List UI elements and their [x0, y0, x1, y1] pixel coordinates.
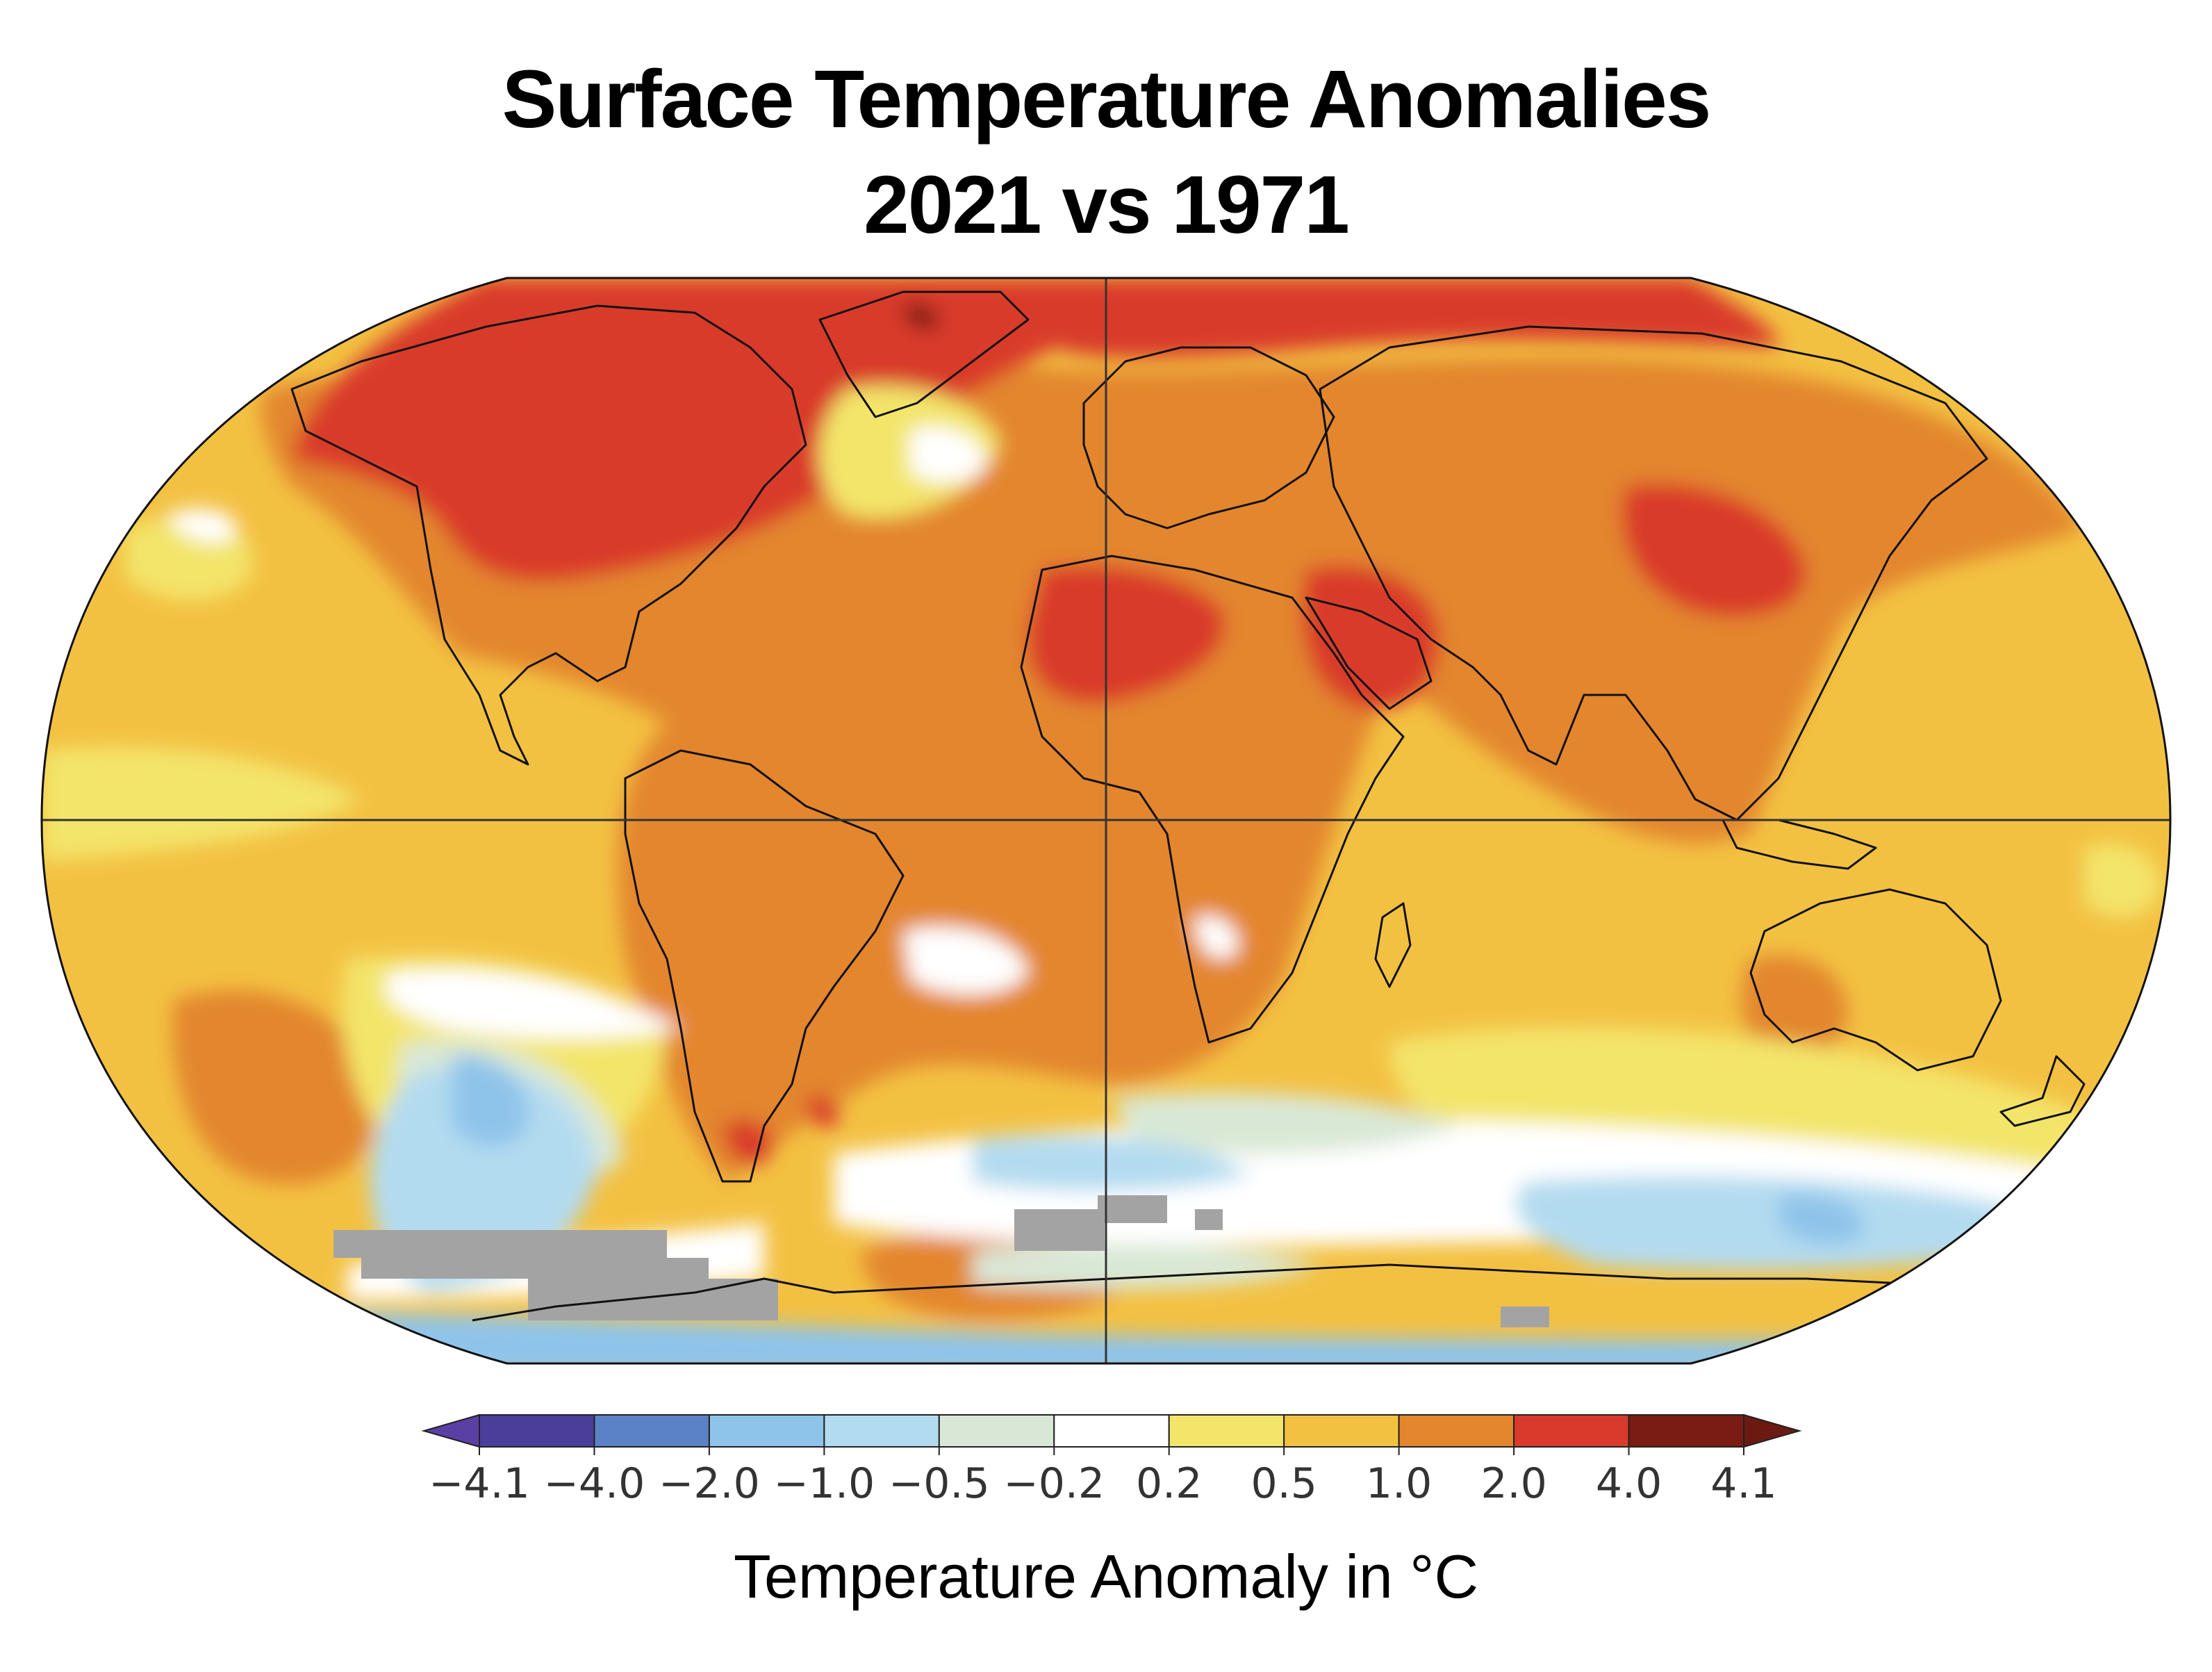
colorbar-bin-8 [1398, 1414, 1515, 1448]
anomaly-field [42, 278, 2170, 1363]
colorbar-bin-10 [1628, 1414, 1744, 1448]
colorbar-tick-label: 0.5 [1251, 1459, 1317, 1508]
colorbar-tick-label: −0.2 [1003, 1459, 1105, 1508]
colorbar-bin-4 [938, 1414, 1055, 1448]
colorbar-bin-6 [1168, 1414, 1285, 1448]
title-line-2: 2021 vs 1971 [864, 159, 1350, 251]
title-line-1: Surface Temperature Anomalies [502, 54, 1712, 145]
colorbar-bin-7 [1283, 1414, 1400, 1448]
colorbar-bin-1 [593, 1414, 710, 1448]
colorbar-bin-0 [479, 1414, 595, 1448]
colorbar-tick-label: 1.0 [1365, 1459, 1433, 1508]
colorbar-tick-label: 0.2 [1136, 1459, 1203, 1508]
colorbar-bin-5 [1053, 1414, 1170, 1448]
colorbar-label: Temperature Anomaly in °C [733, 1542, 1479, 1611]
colorbar-tick-label: 4.0 [1595, 1459, 1662, 1508]
no-data-regions [333, 1195, 1549, 1327]
globe-outline [40, 277, 2172, 1365]
colorbar-tick-label: 4.1 [1710, 1459, 1777, 1508]
colorbar-bin-9 [1513, 1414, 1630, 1448]
colorbar-tick-label: −4.0 [543, 1459, 645, 1508]
colorbar-bin-2 [708, 1414, 825, 1448]
colorbar-tick-label: −1.0 [773, 1459, 875, 1508]
colorbar-extend-low [421, 1413, 480, 1448]
colorbar-tick-label: −0.5 [888, 1459, 990, 1508]
colorbar-tick-label: −4.1 [429, 1459, 530, 1508]
colorbar-tick-label: −2.0 [659, 1459, 760, 1508]
colorbar-bin-3 [823, 1414, 940, 1448]
colorbar-tick-label: 2.0 [1480, 1459, 1547, 1508]
colorbar-extend-high [1743, 1413, 1802, 1448]
